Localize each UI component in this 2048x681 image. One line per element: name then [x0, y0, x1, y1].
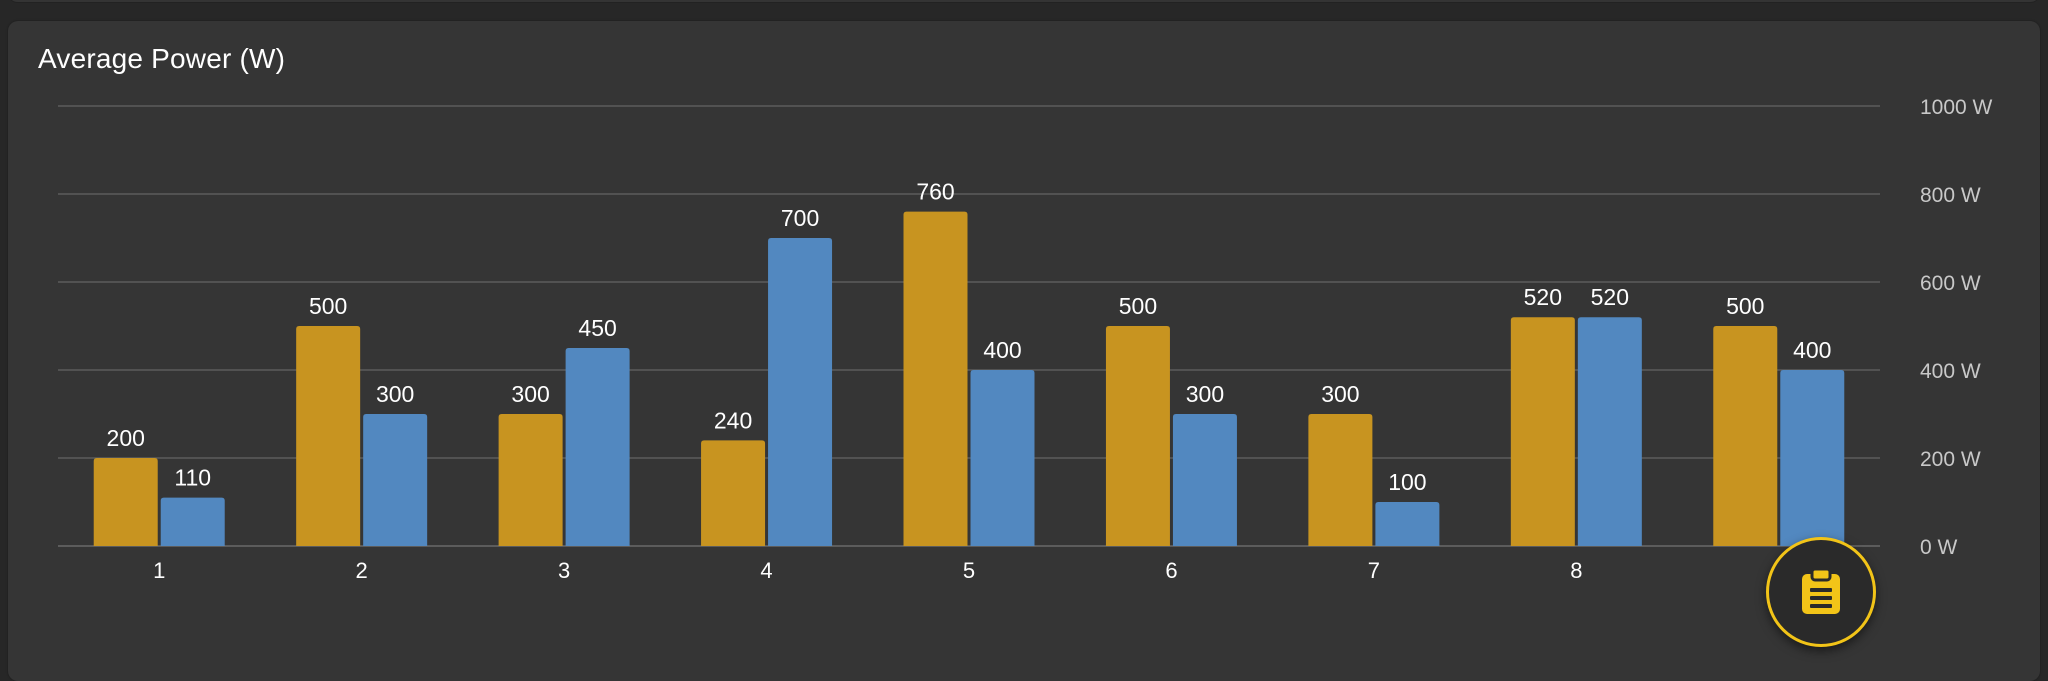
data-label: 400: [1793, 337, 1831, 363]
data-label: 240: [714, 407, 752, 433]
bar: [160, 497, 225, 546]
y-tick-label: 1000 W: [1920, 96, 1993, 119]
bar: [903, 211, 968, 546]
data-label: 500: [1119, 293, 1157, 319]
data-label: 300: [511, 381, 549, 407]
bar: [1308, 414, 1373, 546]
bar: [1577, 317, 1642, 546]
notes-fab-button[interactable]: [1766, 537, 1876, 647]
bar-chart: 0 W 200 W 400 W 600 W 800 W 1000 W 200 110 1 500 3…: [58, 96, 1993, 583]
x-tick-label: 7: [1368, 558, 1380, 583]
data-label: 520: [1524, 284, 1562, 310]
clipboard-list-icon: [1802, 568, 1840, 614]
bar: [1780, 370, 1845, 546]
bar: [93, 458, 158, 546]
x-tick-label: 2: [356, 558, 368, 583]
bar: [1375, 502, 1440, 546]
y-tick-label: 400 W: [1920, 360, 1981, 383]
card-title: Average Power (W): [38, 43, 286, 74]
bar: [768, 238, 833, 546]
bar: [363, 414, 428, 546]
x-tick-label: 5: [963, 558, 975, 583]
y-tick-label: 0 W: [1920, 536, 1958, 559]
bar: [1105, 326, 1170, 546]
x-tick-label: 8: [1570, 558, 1582, 583]
previous-card-edge: [8, 0, 2040, 3]
data-label: 300: [1321, 381, 1359, 407]
bar: [970, 370, 1035, 546]
data-label: 400: [983, 337, 1021, 363]
data-label: 760: [916, 179, 954, 205]
y-tick-label: 200 W: [1920, 448, 1981, 471]
data-label: 450: [578, 315, 616, 341]
x-tick-label: 1: [153, 558, 165, 583]
data-label: 700: [781, 205, 819, 231]
data-label: 110: [174, 465, 211, 491]
bar: [1713, 326, 1778, 546]
bar: [565, 348, 630, 546]
y-tick-label: 600 W: [1920, 272, 1981, 295]
bar: [1172, 414, 1237, 546]
y-tick-label: 800 W: [1920, 184, 1981, 207]
data-label: 500: [309, 293, 347, 319]
x-tick-label: 4: [760, 558, 772, 583]
bar: [296, 326, 361, 546]
data-label: 200: [107, 425, 145, 451]
data-label: 520: [1591, 284, 1629, 310]
data-label: 300: [1186, 381, 1224, 407]
data-label: 300: [376, 381, 414, 407]
x-tick-label: 6: [1165, 558, 1177, 583]
bar: [498, 414, 563, 546]
bar: [1510, 317, 1575, 546]
x-tick-label: 3: [558, 558, 570, 583]
data-label: 500: [1726, 293, 1764, 319]
data-label: 100: [1388, 469, 1426, 495]
bar: [701, 440, 766, 546]
